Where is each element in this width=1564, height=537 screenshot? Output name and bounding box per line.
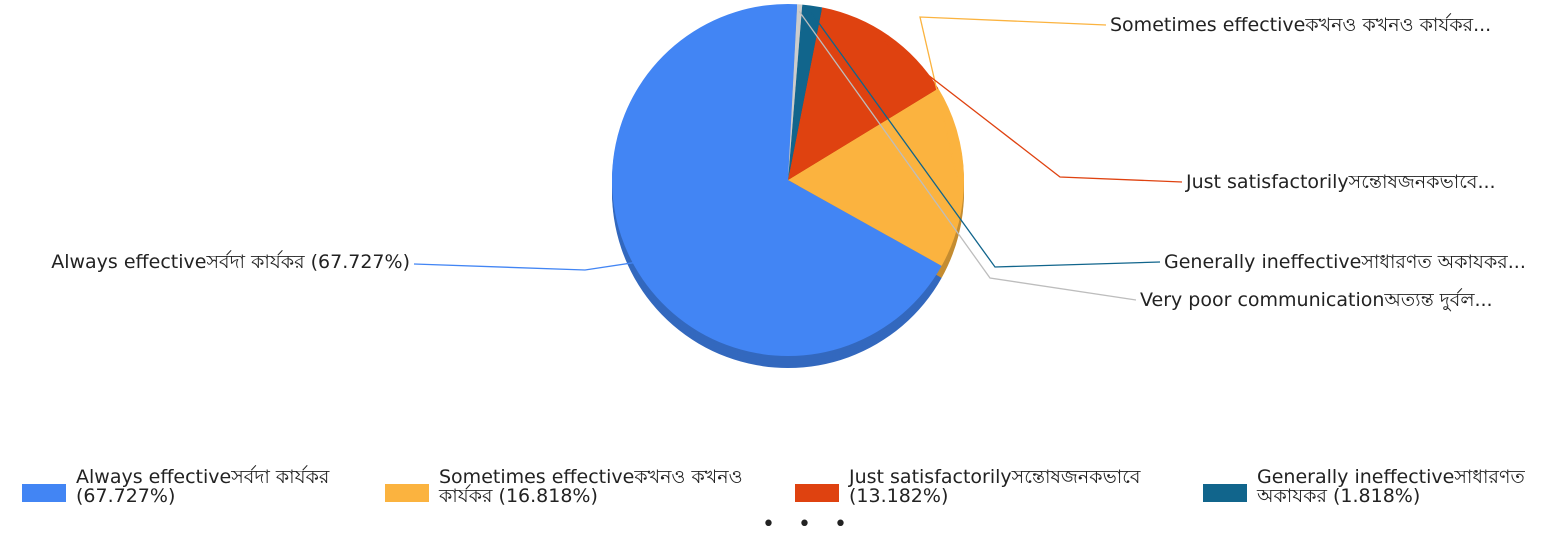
callout-label: Sometimes effectiveকখনও কখনও কার্যকর... — [1110, 13, 1491, 36]
legend-item-generally-ineffective[interactable]: Generally ineffectiveসাধারণত অকাযকর (1.8… — [1203, 468, 1564, 506]
legend-item-always-effective[interactable]: Always effectiveসর্বদা কার্যকর (67.727%) — [22, 468, 416, 506]
legend-swatch — [22, 484, 66, 502]
callout-line — [798, 11, 1137, 301]
pie-slice-2[interactable] — [788, 7, 939, 180]
pie-slices — [611, 4, 964, 357]
callout-line — [884, 40, 1183, 183]
legend-swatch — [385, 484, 429, 502]
legend-item-just-satisfactorily[interactable]: Just satisfactorilyসন্তোষজনকভাবে (13.182… — [795, 468, 1189, 506]
callout-label: Always effectiveসর্বদা কার্যকর (67.727%) — [51, 250, 410, 273]
legend-more-indicator[interactable]: • • • — [762, 512, 855, 537]
legend: Always effectiveসর্বদা কার্যকর (67.727%)… — [0, 468, 1564, 528]
callout-label: Just satisfactorilyসন্তোষজনকভাবে... — [1185, 171, 1496, 193]
legend-item-sometimes-effective[interactable]: Sometimes effectiveকখনও কখনও কার্যকর (16… — [385, 468, 779, 506]
legend-swatch — [1203, 484, 1247, 502]
callout-label: Very poor communicationঅত্যন্ত দুর্বল... — [1140, 288, 1493, 311]
callout-label: Generally ineffectiveসাধারণত অকাযকর... — [1164, 251, 1526, 273]
legend-swatch — [795, 484, 839, 502]
pie-slice-0[interactable] — [611, 4, 942, 357]
pie-slice-4[interactable] — [788, 4, 803, 181]
legend-label: Generally ineffectiveসাধারণত অকাযকর (1.8… — [1257, 466, 1525, 507]
pie-slice-3[interactable] — [788, 4, 823, 180]
callout-line — [919, 16, 1107, 177]
pie-slice-1[interactable] — [788, 88, 964, 266]
legend-label: Always effectiveসর্বদা কার্যকর (67.727%) — [76, 466, 330, 507]
legend-label: Sometimes effectiveকখনও কখনও কার্যকর (16… — [439, 466, 743, 507]
pie-callouts: Sometimes effectiveকখনও কখনও কার্যকর... J… — [51, 11, 1526, 311]
pie-chart: Sometimes effectiveকখনও কখনও কার্যকর... J… — [51, 4, 1526, 369]
callout-line — [810, 12, 1161, 268]
callout-line — [413, 261, 641, 271]
legend-label: Just satisfactorilyসন্তোষজনকভাবে (13.182… — [849, 466, 1141, 507]
